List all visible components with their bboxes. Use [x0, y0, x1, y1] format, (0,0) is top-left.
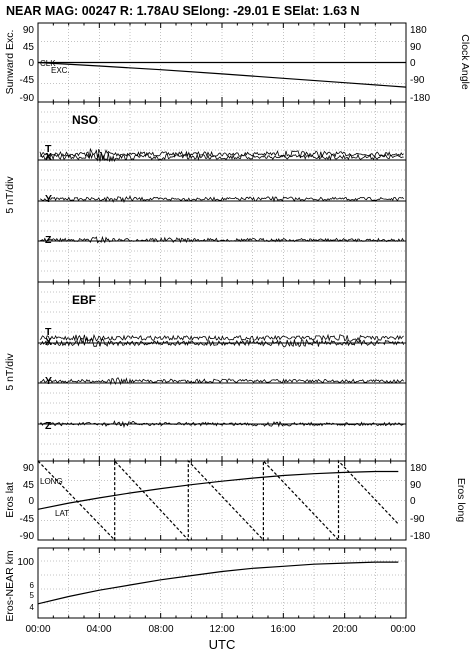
series-nso-t — [39, 147, 404, 160]
x-tick-labels: 00:00 04:00 08:00 12:00 16:00 20:00 00:0… — [25, 624, 415, 635]
ytick-clock-0: 0 — [410, 58, 416, 69]
xtick-0: 00:00 — [25, 624, 50, 635]
x-axis-label: UTC — [209, 637, 236, 652]
ylabel-distance: Eros-NEAR km — [4, 550, 16, 621]
ylabel-nso: 5 nT/div — [4, 176, 16, 214]
ytick-clock-m90: -90 — [410, 75, 425, 86]
ytick-dist-4: 4 — [30, 603, 35, 612]
panel-distance-frame — [37, 547, 407, 619]
ytick-long-m90: -90 — [410, 514, 425, 525]
series-eros-near-distance — [37, 561, 399, 605]
ylabel-clock: Clock Angle — [459, 34, 471, 90]
series-ebf-z — [39, 420, 404, 429]
panel-ebf-name: EBF — [72, 293, 96, 307]
ylabel-sunward: Sunward Exc. — [4, 30, 16, 95]
ytick-sunward-m45: -45 — [20, 75, 35, 86]
panel-distance-labels: Eros-NEAR km 100 6 5 4 — [4, 550, 35, 621]
panel-nso-name: NSO — [72, 113, 98, 127]
ytick-sunward-m90: -90 — [20, 93, 35, 104]
ytick-lat-m45: -45 — [20, 514, 35, 525]
series-eros-long — [37, 459, 399, 542]
ytick-long-m180: -180 — [410, 531, 430, 542]
ylabel-eros-lat: Eros lat — [4, 482, 16, 518]
xtick-4: 16:00 — [270, 624, 295, 635]
ytick-lat-90: 90 — [23, 463, 35, 474]
annotation-long: LONG — [40, 477, 63, 486]
ytick-sunward-90: 90 — [23, 25, 35, 36]
ebf-component-z: Z — [45, 420, 52, 432]
ytick-long-0: 0 — [410, 496, 416, 507]
annotation-exc: EXC. — [51, 66, 70, 75]
series-eros-lat — [37, 470, 399, 510]
series-nso-z — [39, 235, 404, 244]
ytick-lat-m90: -90 — [20, 531, 35, 542]
series-ebf-x — [39, 337, 404, 348]
panel-ebf-labels: EBF 5 nT/div T X Y Z — [4, 293, 96, 432]
ytick-lat-45: 45 — [23, 480, 35, 491]
nso-component-x: X — [45, 151, 52, 163]
ytick-dist-100: 100 — [17, 557, 34, 568]
ytick-sunward-0: 0 — [28, 58, 34, 69]
xtick-2: 08:00 — [148, 624, 173, 635]
xtick-5: 20:00 — [332, 624, 357, 635]
ylabel-ebf: 5 nT/div — [4, 353, 16, 391]
series-clock-angle — [37, 61, 407, 88]
annotation-lat: LAT — [55, 509, 69, 518]
xtick-1: 04:00 — [86, 624, 111, 635]
figure-title: NEAR MAG: 00247 R: 1.78AU SElong: -29.01… — [6, 4, 360, 18]
ytick-clock-90: 90 — [410, 42, 422, 53]
panel-eros-labels: Eros lat Eros long 90 45 0 -45 -90 180 9… — [4, 463, 467, 542]
ytick-lat-0: 0 — [28, 496, 34, 507]
axis-ticks — [37, 23, 407, 618]
series-nso-x — [39, 151, 404, 163]
ebf-component-x: X — [45, 336, 52, 348]
ebf-component-t: T — [45, 326, 52, 338]
ytick-dist-6: 6 — [30, 581, 35, 590]
series-ebf-t — [39, 333, 404, 343]
ytick-dist-5: 5 — [30, 591, 35, 600]
ylabel-eros-long: Eros long — [455, 478, 467, 523]
ytick-long-180: 180 — [410, 463, 427, 474]
nso-component-t: T — [45, 143, 52, 155]
ytick-clock-m180: -180 — [410, 93, 430, 104]
ytick-clock-180: 180 — [410, 25, 427, 36]
xtick-6: 00:00 — [390, 624, 415, 635]
ytick-sunward-45: 45 — [23, 42, 35, 53]
series-nso-y — [39, 195, 404, 204]
panel-nso-labels: NSO 5 nT/div T X Y Z — [4, 113, 98, 246]
ytick-long-90: 90 — [410, 480, 422, 491]
xtick-3: 12:00 — [209, 624, 234, 635]
series-ebf-y — [39, 377, 404, 386]
